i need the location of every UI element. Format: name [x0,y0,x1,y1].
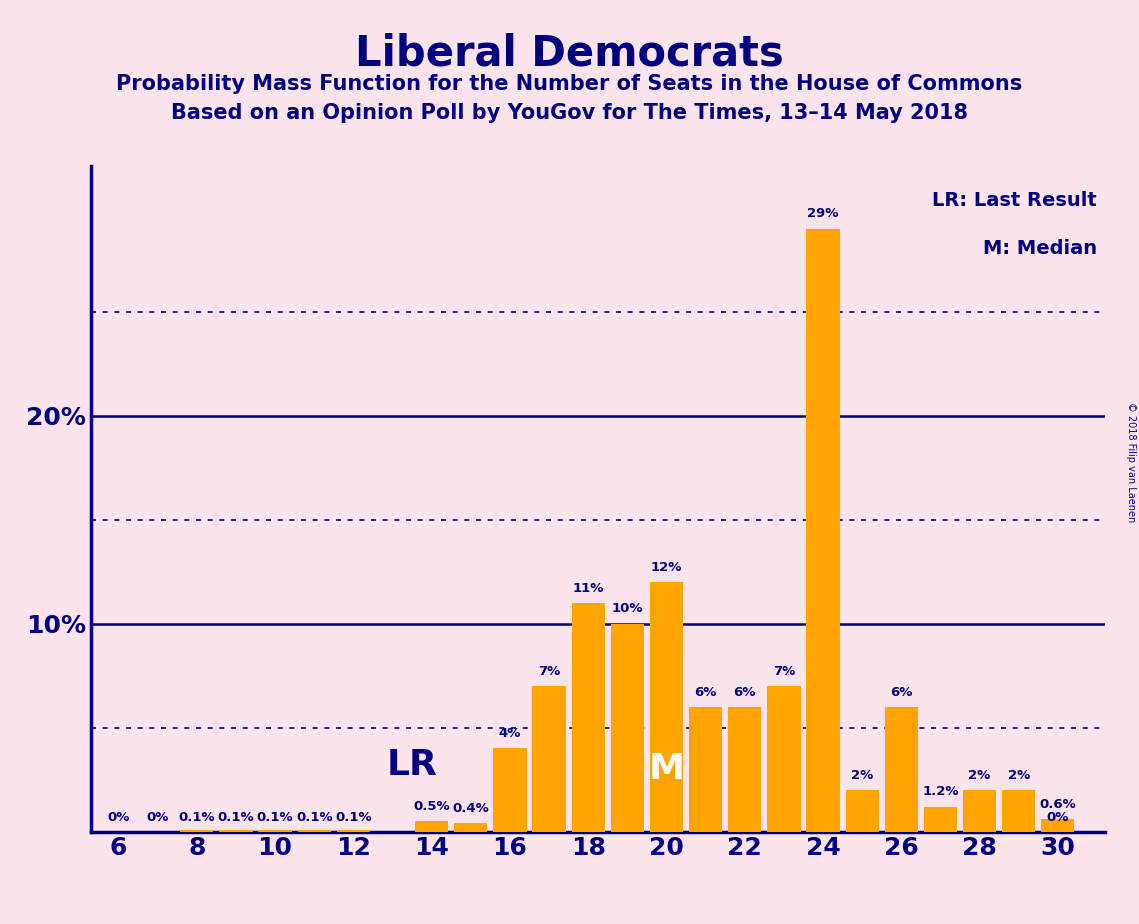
Text: © 2018 Filip van Laenen: © 2018 Filip van Laenen [1126,402,1136,522]
Text: 6%: 6% [695,686,716,699]
Text: 2%: 2% [1008,769,1030,782]
Text: 0.1%: 0.1% [296,811,333,824]
Text: 6%: 6% [890,686,912,699]
Text: 4%: 4% [499,727,522,740]
Text: 0.1%: 0.1% [179,811,215,824]
Text: 6%: 6% [734,686,756,699]
Text: 11%: 11% [573,581,604,595]
Text: Based on an Opinion Poll by YouGov for The Times, 13–14 May 2018: Based on an Opinion Poll by YouGov for T… [171,103,968,124]
Text: LR: LR [386,748,437,782]
Bar [337,830,370,832]
Bar [259,830,292,832]
Bar [924,807,957,832]
Text: 7%: 7% [538,664,560,678]
Text: 2%: 2% [968,769,991,782]
Bar [1041,820,1074,832]
Text: 0.1%: 0.1% [335,811,371,824]
Bar [885,707,918,832]
Bar [768,686,801,832]
Bar [572,603,605,832]
Text: 10%: 10% [612,602,644,615]
Text: M: Median: M: Median [983,239,1097,258]
Text: 12%: 12% [650,561,682,574]
Text: 0.1%: 0.1% [256,811,294,824]
Bar [454,823,487,832]
Bar [180,830,213,832]
Bar [728,707,761,832]
Bar [611,624,644,832]
Bar [962,790,997,832]
Text: 0%: 0% [1047,811,1070,824]
Bar [220,830,253,832]
Text: M: M [648,752,685,786]
Bar [532,686,566,832]
Bar [1002,790,1035,832]
Bar [689,707,722,832]
Text: 0%: 0% [147,811,169,824]
Bar [415,821,449,832]
Bar [650,582,683,832]
Bar [493,748,526,832]
Text: 1.2%: 1.2% [923,785,959,798]
Bar [297,830,330,832]
Text: 29%: 29% [808,207,838,221]
Text: 0.5%: 0.5% [413,800,450,813]
Bar [806,229,839,832]
Text: 0%: 0% [107,811,130,824]
Bar [845,790,879,832]
Text: Liberal Democrats: Liberal Democrats [355,32,784,74]
Text: 7%: 7% [772,664,795,678]
Text: 2%: 2% [851,769,874,782]
Text: Probability Mass Function for the Number of Seats in the House of Commons: Probability Mass Function for the Number… [116,74,1023,94]
Text: 0.4%: 0.4% [452,802,489,815]
Text: 0.1%: 0.1% [218,811,254,824]
Text: LR: Last Result: LR: Last Result [932,191,1097,211]
Text: 0.6%: 0.6% [1040,797,1076,811]
